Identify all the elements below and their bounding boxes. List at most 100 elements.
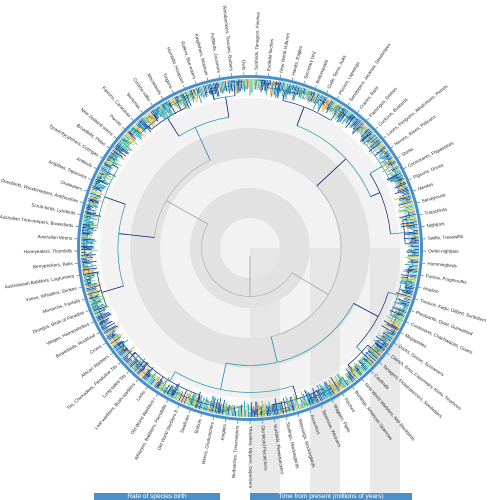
clade-label: Hummingbirds bbox=[427, 261, 458, 269]
tip-rate-mark bbox=[125, 352, 136, 363]
clade-tick bbox=[370, 371, 374, 374]
clade-tick bbox=[357, 109, 360, 113]
tip-rate-mark bbox=[207, 84, 211, 95]
tip-rate-mark bbox=[334, 104, 340, 113]
tip-rate-mark bbox=[179, 395, 184, 402]
tip-rate-mark bbox=[99, 170, 112, 178]
tip-rate-mark bbox=[282, 398, 288, 414]
tip-rate-mark bbox=[405, 286, 415, 290]
tip-rate-mark bbox=[374, 346, 383, 354]
tip-rate-mark bbox=[274, 398, 279, 415]
tip-rate-mark bbox=[84, 282, 92, 286]
tip-rate-mark bbox=[233, 406, 236, 417]
clade-label: Buttonquails bbox=[315, 58, 329, 84]
tip-rate-mark bbox=[369, 137, 379, 146]
tip-rate-mark bbox=[407, 216, 417, 220]
tip-rate-mark bbox=[161, 384, 167, 393]
clade-label: Hoatzin bbox=[423, 286, 440, 295]
tip-rate-mark bbox=[88, 196, 105, 203]
tip-rate-mark bbox=[84, 215, 92, 218]
clade-tick bbox=[135, 379, 139, 383]
branch bbox=[310, 92, 313, 96]
tip-rate-mark bbox=[407, 255, 419, 258]
tip-rate-mark bbox=[334, 375, 344, 390]
tip-rate-mark bbox=[394, 193, 411, 201]
branch bbox=[388, 291, 399, 296]
tip-rate-mark bbox=[208, 395, 214, 413]
tip-rate-mark bbox=[400, 189, 409, 194]
tip-branch bbox=[301, 397, 305, 406]
tip-rate-mark bbox=[136, 122, 147, 134]
tip-rate-mark bbox=[121, 137, 130, 146]
branch-arc bbox=[282, 100, 332, 121]
tip-rate-mark bbox=[297, 86, 302, 95]
tip-rate-mark bbox=[91, 188, 98, 192]
tip-rate-mark bbox=[201, 401, 205, 411]
tip-rate-mark bbox=[265, 79, 269, 95]
tip-rate-mark bbox=[378, 144, 385, 150]
tip-rate-mark bbox=[359, 359, 369, 369]
tip-rate-mark bbox=[386, 315, 402, 324]
clade-tick bbox=[78, 286, 82, 289]
tip-branch bbox=[287, 85, 290, 95]
clade-tick bbox=[279, 74, 282, 78]
tip-rate-mark bbox=[217, 82, 220, 88]
tip-rate-mark bbox=[133, 125, 146, 138]
tip-rate-mark bbox=[96, 312, 111, 320]
tip-rate-mark bbox=[85, 284, 101, 290]
tip-branch bbox=[122, 138, 128, 149]
clade-label: Swallows bbox=[179, 413, 191, 433]
tip-rate-mark bbox=[112, 340, 121, 347]
tip-rate-mark bbox=[408, 268, 418, 271]
tip-rate-mark bbox=[87, 292, 100, 297]
tip-rate-mark bbox=[387, 165, 399, 173]
tip-rate-mark bbox=[305, 398, 310, 407]
branch-arc bbox=[271, 185, 342, 338]
tip-rate-mark bbox=[124, 357, 129, 362]
tip-rate-mark bbox=[118, 347, 128, 355]
tip-rate-mark bbox=[117, 349, 123, 354]
tip-rate-mark bbox=[284, 83, 289, 98]
tip-rate-mark bbox=[274, 81, 279, 99]
clade-label: Mousebirds bbox=[146, 72, 163, 96]
tip-rate-mark bbox=[92, 185, 101, 190]
tip-rate-mark bbox=[221, 399, 226, 415]
tip-rate-mark bbox=[345, 368, 356, 381]
tip-rate-mark bbox=[360, 358, 370, 368]
tip-rate-mark bbox=[108, 333, 121, 342]
tip-rate-mark bbox=[118, 141, 131, 152]
branch bbox=[118, 233, 155, 238]
tip-branch bbox=[402, 287, 410, 294]
tip-rate-mark bbox=[102, 327, 109, 332]
tip-rate-mark bbox=[412, 229, 419, 232]
tip-rate-mark bbox=[111, 150, 125, 161]
tip-rate-mark bbox=[135, 123, 140, 128]
tip-rate-mark bbox=[404, 231, 419, 234]
tip-rate-mark bbox=[280, 400, 285, 414]
tip-rate-mark bbox=[400, 184, 407, 188]
clade-tick bbox=[309, 410, 312, 414]
tip-rate-mark bbox=[93, 184, 105, 190]
tip-rate-mark bbox=[194, 88, 199, 97]
tip-rate-mark bbox=[147, 372, 157, 384]
tip-rate-mark bbox=[270, 80, 274, 97]
tip-rate-mark bbox=[136, 361, 148, 374]
tip-rate-mark bbox=[370, 136, 378, 144]
tip-rate-mark bbox=[300, 398, 305, 409]
tip-rate-mark bbox=[321, 97, 329, 110]
tip-rate-mark bbox=[144, 373, 151, 381]
tip-rate-mark bbox=[284, 82, 288, 93]
clade-label: Swifts, Treeswifts bbox=[428, 234, 464, 241]
tip-rate-mark bbox=[402, 222, 418, 226]
clade-tick bbox=[88, 178, 92, 181]
tip-rate-mark bbox=[367, 350, 378, 360]
tip-rate-mark bbox=[82, 222, 95, 226]
tip-rate-mark bbox=[362, 126, 368, 132]
clade-tick bbox=[387, 352, 391, 356]
clade-label: Gnateaters bbox=[60, 179, 84, 191]
branch bbox=[353, 303, 379, 317]
clade-tick bbox=[415, 298, 419, 301]
tip-rate-mark bbox=[370, 140, 381, 149]
tip-rate-mark bbox=[227, 405, 230, 416]
tip-rate-mark bbox=[95, 178, 109, 186]
